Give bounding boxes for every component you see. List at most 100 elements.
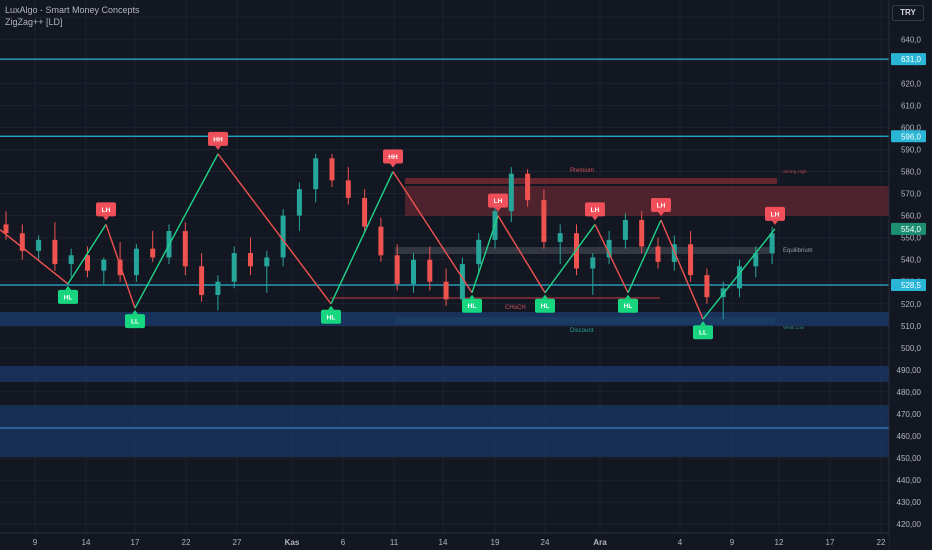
zigzag-label-text: LL [131,319,139,326]
zigzag-label-pointer [390,163,396,168]
equilibrium-label: Equilibrium [783,248,813,254]
y-tick-label: 420,00 [897,520,922,529]
y-tick-label: 510,0 [901,322,922,331]
zigzag-label-pointer [625,294,631,299]
price-marker-box [891,130,926,143]
zigzag-segment [627,219,662,294]
candle-body [264,257,270,267]
y-tick-label: 490,00 [897,366,922,375]
x-tick-label: 19 [491,538,500,547]
candle-body [199,266,205,295]
y-tick-label: 540,0 [901,256,922,265]
y-tick-label: 500,0 [901,344,922,353]
x-axis-ticks: 9 14 17 22 27 Kas 6 11 14 19 24 Ara 4 9 12 17 22 [33,538,886,547]
zigzag-segment [105,224,136,309]
discount-label: Discount [570,328,594,334]
zigzag-segment [0,229,69,285]
zigzag-label-box [125,314,145,329]
x-tick-label: 24 [541,538,550,547]
candle-body [362,197,368,227]
y-tick-label: 480,00 [897,388,922,397]
candle-body [296,189,302,216]
candle-body [443,281,449,300]
y-axis-panel[interactable] [889,0,932,550]
zigzag-segment [134,153,219,309]
zigzag-label-box [321,309,341,324]
x-tick-label: 4 [678,538,683,547]
price-markers: 631,0 596,0 554,0 528,5 [891,53,926,292]
candle-body [101,259,107,271]
price-marker-label: 554,0 [901,225,922,234]
x-tick-label: 9 [33,538,38,547]
indicator-legend: LuxAlgo - Smart Money Concepts ZigZag++ … [5,4,140,28]
zigzag-segment [594,224,629,294]
candle-body [541,200,547,243]
weak-low-label: Weak Low [783,325,805,330]
candle-body [329,158,335,181]
zigzag-label-box [58,289,78,304]
candle-body [280,215,286,258]
candle-body [639,220,645,247]
x-tick-label: 27 [233,538,242,547]
zigzag-label-text: LH [102,207,111,214]
currency-badge[interactable]: TRY [892,5,924,21]
zigzag-label-text: LH [494,198,503,205]
demand-zone-1 [0,312,889,326]
x-axis-panel[interactable] [0,533,889,550]
zigzag-segment [330,171,394,305]
zigzag-segment [67,224,107,285]
zigzag-label-text: LH [771,211,780,218]
y-tick-label: 560,0 [901,212,922,221]
zigzag: HL LH LL HH HL HH HL LH HL LH HL LH LL LH [0,131,785,340]
candle-body [622,220,628,240]
smc-zones [0,178,889,457]
candle-body [769,233,775,254]
candle-body [85,255,90,271]
candle-body [508,173,514,212]
zigzag-label-box [618,298,638,313]
zigzag-label-box [765,206,785,221]
zigzag-label-box [651,198,671,213]
y-tick-label: 640,0 [901,35,922,44]
zigzag-segment [392,171,473,294]
y-tick-label: 470,00 [897,410,922,419]
zigzag-segment [660,219,704,320]
x-tick-label: 12 [775,538,784,547]
candle-body [117,259,123,276]
x-tick-label: 22 [877,538,886,547]
y-tick-label: 580,0 [901,168,922,177]
supply-zone [405,186,889,216]
zigzag-label-text: LH [591,207,600,214]
indicator-zigzag[interactable]: ZigZag++ [LD] [5,17,63,27]
indicator-smc[interactable]: LuxAlgo - Smart Money Concepts [5,5,140,15]
candle-body [411,259,416,284]
y-tick-label: 600,0 [901,123,922,132]
zigzag-label-pointer [592,216,598,221]
x-tick-label: 17 [826,538,835,547]
zigzag-label-box [462,298,482,313]
price-marker-box [891,53,926,66]
choch-label: CHoCH [505,305,526,311]
candle-body [688,244,694,276]
demand-zone-3 [0,405,889,457]
x-tick-label: 17 [131,538,140,547]
candle-body [52,239,58,265]
candle-body [215,281,221,295]
zigzag-label-text: HL [327,314,336,321]
zigzag-label-pointer [469,294,475,299]
y-tick-label: 620,0 [901,79,922,88]
candle-body [476,239,482,265]
zigzag-label-text: LL [699,330,707,337]
zigzag-segment [544,224,596,294]
zigzag-label-box [96,202,116,217]
candle-body [459,264,465,300]
zigzag-label-pointer [542,294,548,299]
y-tick-label: 460,00 [897,432,922,441]
y-tick-label: 430,00 [897,498,922,507]
zigzag-label-pointer [65,285,71,290]
zigzag-label-pointer [658,212,664,217]
zigzag-label-text: HH [213,136,223,143]
strong-high-label: Strong High [783,169,807,174]
candle-body [345,180,351,198]
